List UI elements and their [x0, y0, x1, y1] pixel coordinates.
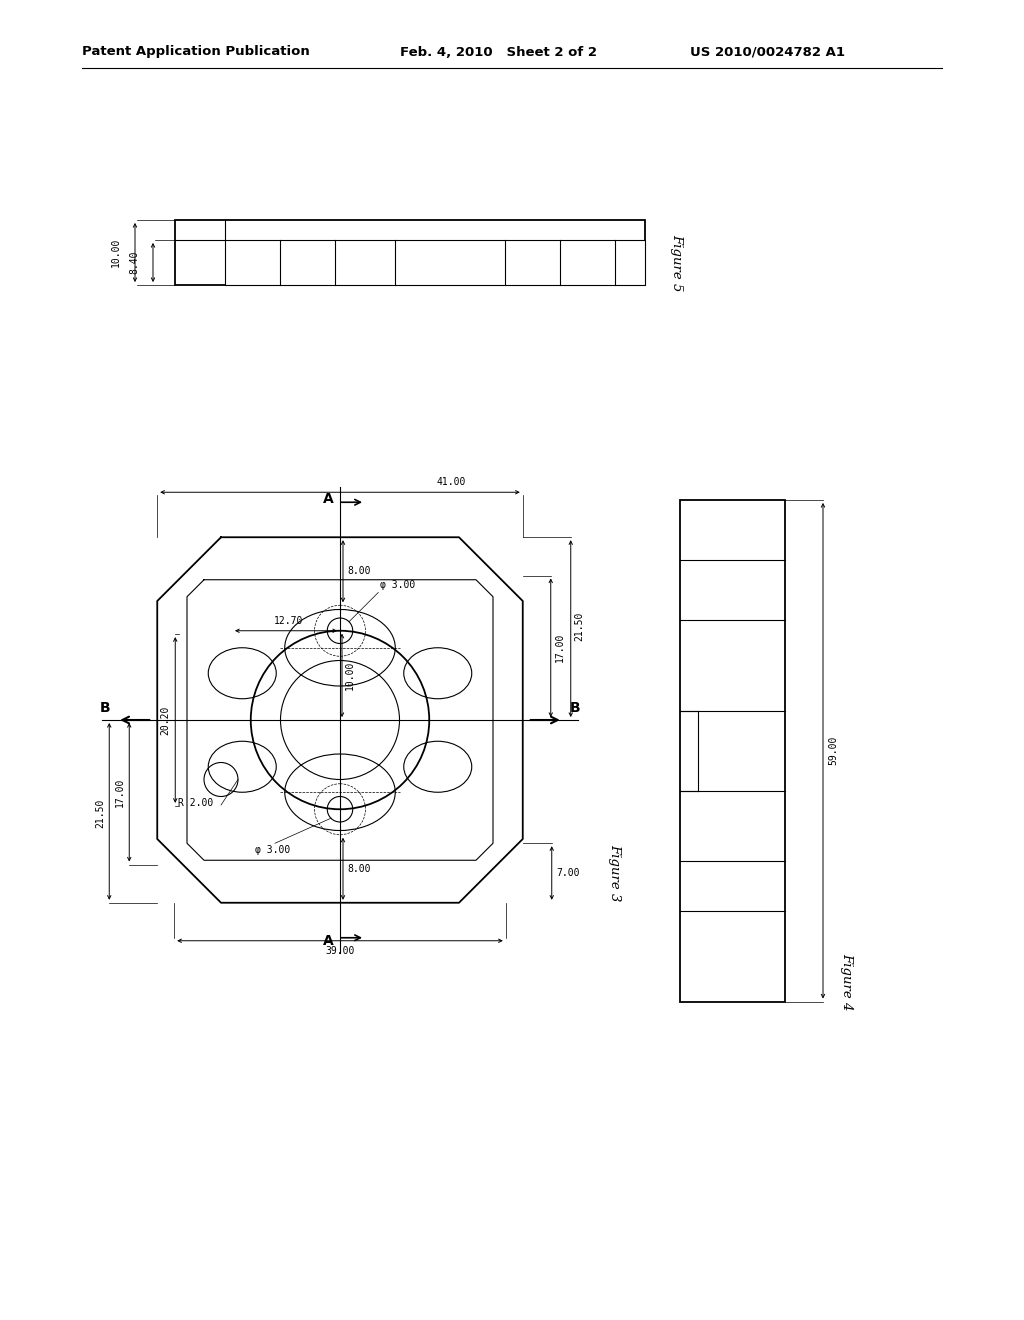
- Bar: [175, 220, 645, 285]
- Text: 10.00: 10.00: [111, 238, 121, 267]
- Text: A: A: [323, 492, 334, 507]
- Text: Figure 5: Figure 5: [670, 234, 683, 292]
- Text: A: A: [323, 933, 334, 948]
- Text: 10.00: 10.00: [345, 661, 355, 690]
- Bar: [225, 240, 645, 285]
- Text: Figure 4: Figure 4: [840, 953, 853, 1010]
- Text: 39.00: 39.00: [326, 945, 354, 956]
- Text: 8.00: 8.00: [347, 863, 371, 874]
- Text: Patent Application Publication: Patent Application Publication: [82, 45, 309, 58]
- Text: Feb. 4, 2010   Sheet 2 of 2: Feb. 4, 2010 Sheet 2 of 2: [400, 45, 597, 58]
- Text: 12.70: 12.70: [274, 615, 304, 626]
- Text: US 2010/0024782 A1: US 2010/0024782 A1: [690, 45, 845, 58]
- Text: 17.00: 17.00: [555, 634, 565, 663]
- Text: B: B: [569, 701, 580, 715]
- Text: 21.50: 21.50: [574, 611, 585, 642]
- Bar: [680, 500, 785, 1002]
- Text: φ 3.00: φ 3.00: [255, 845, 290, 855]
- Text: 59.00: 59.00: [828, 737, 838, 766]
- Text: 21.50: 21.50: [95, 799, 105, 828]
- Text: 7.00: 7.00: [557, 869, 581, 878]
- Text: 17.00: 17.00: [116, 777, 125, 807]
- Text: 20.20: 20.20: [160, 705, 170, 735]
- Text: 8.00: 8.00: [347, 566, 371, 577]
- Text: R 2.00: R 2.00: [178, 799, 213, 808]
- Text: 8.40: 8.40: [129, 251, 139, 275]
- Text: φ 3.00: φ 3.00: [380, 581, 416, 590]
- Text: 41.00: 41.00: [436, 478, 466, 487]
- Text: B: B: [100, 701, 111, 715]
- Text: Figure 3: Figure 3: [608, 843, 621, 902]
